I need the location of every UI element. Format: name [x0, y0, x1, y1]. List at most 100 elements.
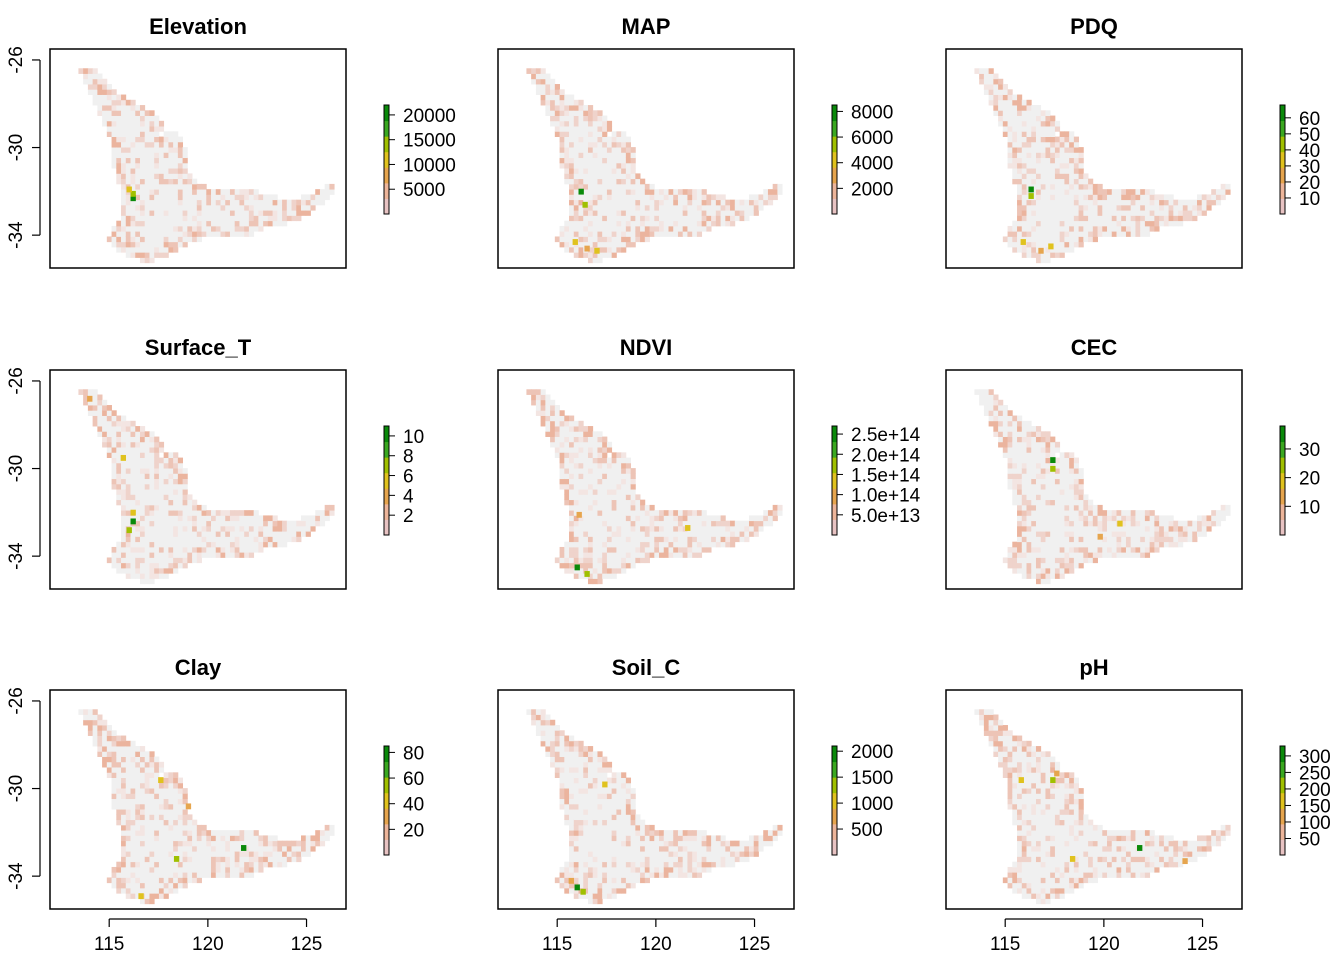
raster-cell	[135, 105, 141, 111]
raster-cell	[154, 483, 160, 490]
raster-cell	[569, 241, 575, 248]
x-tick-label: 125	[291, 934, 323, 955]
raster-cell	[564, 798, 570, 805]
raster-cell	[734, 210, 740, 216]
raster-cell	[559, 777, 565, 784]
raster-cell	[272, 845, 278, 852]
raster-cell	[215, 231, 221, 237]
raster-cell	[244, 210, 250, 216]
raster-cell	[234, 510, 240, 516]
raster-cell	[139, 157, 146, 164]
raster-cell	[196, 236, 202, 243]
raster-cell	[229, 520, 236, 527]
raster-cell	[206, 851, 212, 857]
raster-cell	[1021, 541, 1027, 548]
raster-cell	[696, 189, 703, 195]
raster-cell	[1140, 531, 1146, 537]
raster-cell	[1073, 220, 1080, 227]
raster-cell	[1154, 194, 1160, 201]
raster-cell	[192, 231, 198, 237]
raster-cell	[125, 110, 131, 116]
raster-cell	[696, 510, 703, 516]
raster-cell	[687, 515, 693, 522]
raster-cell	[248, 199, 255, 206]
raster-cell	[149, 525, 155, 532]
raster-cell	[1059, 225, 1065, 232]
raster-cell	[763, 510, 769, 516]
raster-cell	[630, 178, 636, 185]
raster-cell	[1012, 457, 1018, 464]
raster-cell	[135, 861, 141, 868]
raster-cell	[1125, 199, 1132, 206]
raster-cell	[1035, 147, 1042, 153]
raster-cell	[1012, 462, 1018, 469]
raster-cell	[1026, 168, 1032, 174]
raster-cell	[649, 210, 655, 216]
raster-cell	[725, 525, 731, 532]
raster-cell	[1017, 536, 1023, 543]
raster-cell	[701, 215, 707, 222]
raster-cell	[196, 552, 202, 558]
raster-cell	[267, 520, 273, 527]
raster-cell	[1012, 426, 1018, 432]
raster-cell	[220, 231, 226, 237]
raster-cell	[111, 420, 117, 427]
raster-cell	[130, 830, 136, 836]
raster-cell	[277, 856, 283, 863]
raster-cell	[168, 851, 174, 857]
raster-cell	[587, 257, 594, 264]
raster-cell	[1035, 220, 1042, 227]
raster-cell	[677, 189, 684, 195]
raster-cell	[1059, 157, 1065, 164]
raster-cell	[1054, 241, 1061, 248]
raster-cell	[1140, 536, 1146, 543]
raster-cell	[569, 887, 575, 894]
raster-cell	[597, 131, 603, 137]
y-tick-label: -26	[6, 687, 27, 714]
raster-cell	[1040, 110, 1046, 116]
raster-cell	[121, 840, 127, 847]
raster-cell	[201, 520, 207, 527]
raster-cell	[121, 478, 127, 485]
raster-cell	[573, 567, 579, 574]
raster-cell	[144, 478, 150, 485]
raster-cell	[139, 115, 146, 122]
raster-cell	[597, 241, 603, 248]
legend-color-segment	[384, 182, 389, 199]
raster-cell	[319, 510, 326, 516]
raster-cell	[111, 761, 117, 768]
raster-cell	[1045, 520, 1051, 527]
raster-cell	[177, 504, 184, 511]
raster-cell	[687, 225, 693, 232]
raster-cell	[220, 510, 226, 516]
raster-cell	[701, 210, 707, 216]
raster-cell	[1050, 147, 1056, 153]
raster-cell	[154, 835, 160, 842]
raster-cell	[177, 215, 184, 222]
raster-cell	[296, 536, 302, 543]
raster-cell	[149, 898, 155, 905]
raster-cell	[668, 204, 674, 211]
raster-cell	[711, 541, 717, 548]
raster-cell	[998, 89, 1004, 95]
raster-cell	[749, 515, 755, 522]
raster-cell	[602, 489, 608, 495]
raster-cell	[258, 861, 264, 868]
raster-cell	[597, 178, 603, 185]
raster-cell	[139, 761, 146, 768]
raster-cell	[196, 845, 202, 852]
raster-cell	[1021, 178, 1027, 185]
raster-cell	[149, 246, 155, 253]
raster-cell	[234, 552, 240, 558]
raster-cell	[149, 877, 155, 884]
raster-cell	[1026, 452, 1032, 458]
raster-cell	[1031, 504, 1037, 511]
raster-cell	[587, 504, 594, 511]
raster-cell	[1092, 541, 1098, 548]
raster-cell	[139, 851, 146, 857]
raster-cell	[111, 436, 117, 443]
raster-cell	[1215, 510, 1222, 516]
raster-cell	[663, 210, 669, 216]
raster-cell	[640, 210, 646, 216]
raster-cell	[324, 824, 330, 831]
